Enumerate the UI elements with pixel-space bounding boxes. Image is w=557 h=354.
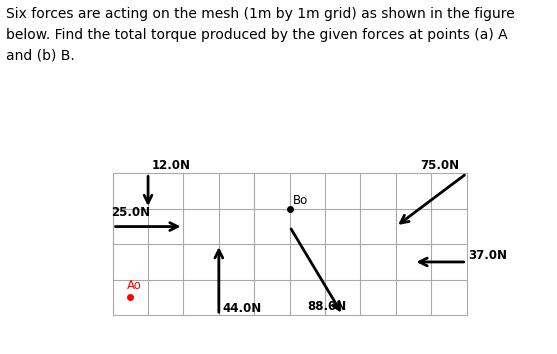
Text: 37.0N: 37.0N (468, 249, 507, 262)
Text: Ao: Ao (127, 279, 141, 292)
Text: 12.0N: 12.0N (152, 159, 190, 172)
Text: 44.0N: 44.0N (222, 302, 262, 315)
Text: Bo: Bo (293, 194, 309, 207)
Text: 88.0N: 88.0N (307, 300, 346, 313)
Text: Six forces are acting on the mesh (1m by 1m grid) as shown in the figure
below. : Six forces are acting on the mesh (1m by… (6, 7, 514, 62)
Text: 25.0N: 25.0N (111, 206, 150, 219)
Text: 75.0N: 75.0N (421, 159, 460, 172)
